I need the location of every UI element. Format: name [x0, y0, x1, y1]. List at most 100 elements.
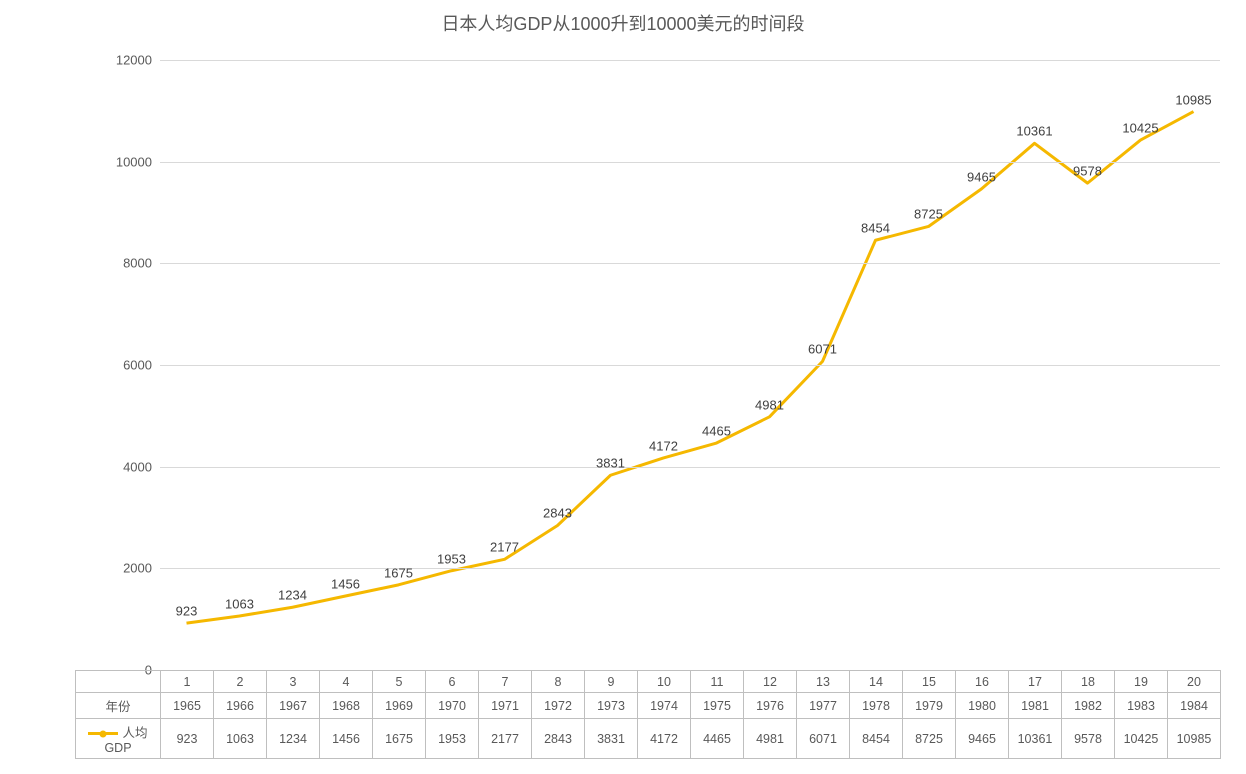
data-label: 8725	[914, 207, 943, 222]
index-cell: 16	[956, 671, 1009, 693]
y-tick-label: 8000	[100, 256, 152, 271]
data-cell: 1966	[214, 693, 267, 719]
data-label: 4465	[702, 424, 731, 439]
series-path	[187, 112, 1194, 623]
data-cell: 1980	[956, 693, 1009, 719]
data-cell: 10361	[1009, 719, 1062, 759]
data-cell: 1969	[373, 693, 426, 719]
data-cell: 923	[161, 719, 214, 759]
plot-area: 9231063123414561675195321772843383141724…	[160, 60, 1220, 670]
data-cell: 8725	[903, 719, 956, 759]
row-header: 人均GDP	[76, 719, 161, 759]
index-cell: 13	[797, 671, 850, 693]
row-header-blank	[76, 671, 161, 693]
data-cell: 1965	[161, 693, 214, 719]
gridline	[160, 162, 1220, 163]
data-cell: 6071	[797, 719, 850, 759]
index-cell: 15	[903, 671, 956, 693]
index-cell: 19	[1115, 671, 1168, 693]
data-label: 2177	[490, 540, 519, 555]
chart-container: 日本人均GDP从1000升到10000美元的时间段 02000400060008…	[0, 0, 1246, 774]
table-row: 人均GDP92310631234145616751953217728433831…	[76, 719, 1221, 759]
index-cell: 3	[267, 671, 320, 693]
data-cell: 10425	[1115, 719, 1168, 759]
data-cell: 1981	[1009, 693, 1062, 719]
index-cell: 10	[638, 671, 691, 693]
data-cell: 1972	[532, 693, 585, 719]
data-cell: 1967	[267, 693, 320, 719]
data-label: 10985	[1175, 92, 1211, 107]
index-cell: 9	[585, 671, 638, 693]
index-cell: 14	[850, 671, 903, 693]
y-tick-label: 6000	[100, 358, 152, 373]
data-label: 923	[176, 604, 198, 619]
table-row: 年份19651966196719681969197019711972197319…	[76, 693, 1221, 719]
data-cell: 10985	[1168, 719, 1221, 759]
data-label: 9465	[967, 169, 996, 184]
data-label: 10361	[1016, 124, 1052, 139]
y-axis: 020004000600080001000012000	[100, 60, 160, 670]
gridline	[160, 365, 1220, 366]
index-cell: 20	[1168, 671, 1221, 693]
data-cell: 8454	[850, 719, 903, 759]
data-cell: 1977	[797, 693, 850, 719]
data-cell: 1971	[479, 693, 532, 719]
index-cell: 11	[691, 671, 744, 693]
data-cell: 1456	[320, 719, 373, 759]
index-cell: 17	[1009, 671, 1062, 693]
data-label: 1456	[331, 576, 360, 591]
data-cell: 1063	[214, 719, 267, 759]
data-label: 8454	[861, 221, 890, 236]
index-cell: 8	[532, 671, 585, 693]
y-tick-label: 2000	[100, 561, 152, 576]
data-cell: 4172	[638, 719, 691, 759]
index-cell: 12	[744, 671, 797, 693]
data-cell: 1675	[373, 719, 426, 759]
data-label: 3831	[596, 456, 625, 471]
index-cell: 1	[161, 671, 214, 693]
data-label: 10425	[1122, 121, 1158, 136]
data-cell: 1953	[426, 719, 479, 759]
index-cell: 2	[214, 671, 267, 693]
data-cell: 2843	[532, 719, 585, 759]
data-cell: 9465	[956, 719, 1009, 759]
data-cell: 4981	[744, 719, 797, 759]
data-cell: 4465	[691, 719, 744, 759]
data-cell: 1979	[903, 693, 956, 719]
gridline	[160, 568, 1220, 569]
data-cell: 1975	[691, 693, 744, 719]
row-header-label: 人均GDP	[104, 726, 147, 755]
data-cell: 1983	[1115, 693, 1168, 719]
index-cell: 4	[320, 671, 373, 693]
index-cell: 7	[479, 671, 532, 693]
legend-swatch-icon	[88, 732, 118, 735]
data-label: 1234	[278, 588, 307, 603]
y-tick-label: 12000	[100, 53, 152, 68]
data-cell: 1978	[850, 693, 903, 719]
y-tick-label: 4000	[100, 459, 152, 474]
data-cell: 1984	[1168, 693, 1221, 719]
data-cell: 1982	[1062, 693, 1115, 719]
gridline	[160, 263, 1220, 264]
y-tick-label: 10000	[100, 154, 152, 169]
row-header: 年份	[76, 693, 161, 719]
index-cell: 6	[426, 671, 479, 693]
data-table: 1234567891011121314151617181920年份1965196…	[75, 670, 1221, 759]
index-cell: 5	[373, 671, 426, 693]
data-label: 2843	[543, 506, 572, 521]
gridline	[160, 467, 1220, 468]
data-label: 4172	[649, 438, 678, 453]
data-cell: 1973	[585, 693, 638, 719]
data-cell: 1970	[426, 693, 479, 719]
data-cell: 1974	[638, 693, 691, 719]
data-label: 1953	[437, 551, 466, 566]
gridline	[160, 60, 1220, 61]
data-label: 4981	[755, 397, 784, 412]
table-row: 1234567891011121314151617181920	[76, 671, 1221, 693]
data-label: 6071	[808, 342, 837, 357]
data-cell: 9578	[1062, 719, 1115, 759]
data-cell: 1976	[744, 693, 797, 719]
row-header-label: 年份	[105, 700, 130, 714]
data-cell: 1234	[267, 719, 320, 759]
chart-title: 日本人均GDP从1000升到10000美元的时间段	[0, 0, 1246, 36]
